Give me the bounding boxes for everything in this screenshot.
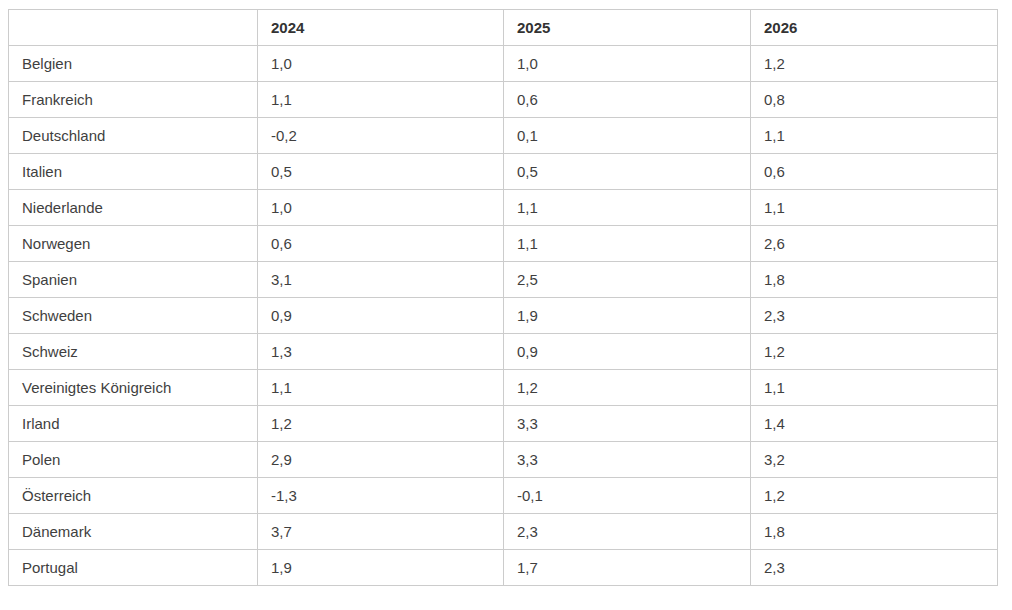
- value-cell-2026: 2,3: [751, 550, 998, 586]
- table-row: Deutschland-0,20,11,1: [9, 118, 998, 154]
- value-cell-2025: 3,3: [504, 406, 751, 442]
- value-cell-2026: 2,3: [751, 298, 998, 334]
- value-cell-2026: 0,8: [751, 82, 998, 118]
- page: 2024 2025 2026 Belgien1,01,01,2Frankreic…: [0, 0, 1012, 610]
- row-label-country: Österreich: [9, 478, 258, 514]
- table-row: Polen2,93,33,2: [9, 442, 998, 478]
- table-row: Belgien1,01,01,2: [9, 46, 998, 82]
- value-cell-2024: -1,3: [258, 478, 504, 514]
- row-label-country: Deutschland: [9, 118, 258, 154]
- row-label-country: Frankreich: [9, 82, 258, 118]
- row-label-country: Italien: [9, 154, 258, 190]
- value-cell-2026: 3,2: [751, 442, 998, 478]
- value-cell-2025: 0,1: [504, 118, 751, 154]
- value-cell-2026: 1,8: [751, 514, 998, 550]
- column-header-2024: 2024: [258, 10, 504, 46]
- value-cell-2025: 1,9: [504, 298, 751, 334]
- column-header-country: [9, 10, 258, 46]
- value-cell-2024: 1,0: [258, 46, 504, 82]
- value-cell-2024: 1,1: [258, 82, 504, 118]
- value-cell-2025: 3,3: [504, 442, 751, 478]
- row-label-country: Vereinigtes Königreich: [9, 370, 258, 406]
- table-row: Frankreich1,10,60,8: [9, 82, 998, 118]
- table-row: Spanien3,12,51,8: [9, 262, 998, 298]
- value-cell-2026: 0,6: [751, 154, 998, 190]
- row-label-country: Norwegen: [9, 226, 258, 262]
- value-cell-2024: 1,9: [258, 550, 504, 586]
- value-cell-2024: 2,9: [258, 442, 504, 478]
- value-cell-2025: -0,1: [504, 478, 751, 514]
- value-cell-2026: 1,1: [751, 370, 998, 406]
- value-cell-2026: 1,2: [751, 478, 998, 514]
- row-label-country: Belgien: [9, 46, 258, 82]
- value-cell-2025: 1,0: [504, 46, 751, 82]
- value-cell-2026: 1,8: [751, 262, 998, 298]
- row-label-country: Polen: [9, 442, 258, 478]
- value-cell-2024: 1,0: [258, 190, 504, 226]
- header-row: 2024 2025 2026: [9, 10, 998, 46]
- value-cell-2024: 3,1: [258, 262, 504, 298]
- value-cell-2026: 1,1: [751, 190, 998, 226]
- row-label-country: Schweiz: [9, 334, 258, 370]
- value-cell-2026: 1,4: [751, 406, 998, 442]
- row-label-country: Niederlande: [9, 190, 258, 226]
- row-label-country: Dänemark: [9, 514, 258, 550]
- column-header-2025: 2025: [504, 10, 751, 46]
- table-row: Irland1,23,31,4: [9, 406, 998, 442]
- table-row: Vereinigtes Königreich1,11,21,1: [9, 370, 998, 406]
- value-cell-2026: 1,1: [751, 118, 998, 154]
- row-label-country: Irland: [9, 406, 258, 442]
- value-cell-2024: 1,2: [258, 406, 504, 442]
- value-cell-2026: 1,2: [751, 46, 998, 82]
- value-cell-2024: 0,9: [258, 298, 504, 334]
- value-cell-2024: 0,5: [258, 154, 504, 190]
- column-header-2026: 2026: [751, 10, 998, 46]
- value-cell-2025: 2,3: [504, 514, 751, 550]
- value-cell-2024: 1,3: [258, 334, 504, 370]
- value-cell-2025: 1,2: [504, 370, 751, 406]
- table-row: Dänemark3,72,31,8: [9, 514, 998, 550]
- table-row: Schweden0,91,92,3: [9, 298, 998, 334]
- table-row: Portugal1,91,72,3: [9, 550, 998, 586]
- table-row: Österreich-1,3-0,11,2: [9, 478, 998, 514]
- value-cell-2025: 0,6: [504, 82, 751, 118]
- value-cell-2025: 0,5: [504, 154, 751, 190]
- table-row: Italien0,50,50,6: [9, 154, 998, 190]
- value-cell-2024: 0,6: [258, 226, 504, 262]
- value-cell-2025: 1,1: [504, 190, 751, 226]
- value-cell-2025: 0,9: [504, 334, 751, 370]
- value-cell-2025: 1,1: [504, 226, 751, 262]
- table-row: Niederlande1,01,11,1: [9, 190, 998, 226]
- row-label-country: Spanien: [9, 262, 258, 298]
- value-cell-2025: 2,5: [504, 262, 751, 298]
- growth-table: 2024 2025 2026 Belgien1,01,01,2Frankreic…: [8, 9, 998, 586]
- value-cell-2025: 1,7: [504, 550, 751, 586]
- value-cell-2024: 1,1: [258, 370, 504, 406]
- row-label-country: Schweden: [9, 298, 258, 334]
- table-row: Norwegen0,61,12,6: [9, 226, 998, 262]
- table-row: Schweiz1,30,91,2: [9, 334, 998, 370]
- value-cell-2026: 1,2: [751, 334, 998, 370]
- value-cell-2024: 3,7: [258, 514, 504, 550]
- value-cell-2026: 2,6: [751, 226, 998, 262]
- row-label-country: Portugal: [9, 550, 258, 586]
- value-cell-2024: -0,2: [258, 118, 504, 154]
